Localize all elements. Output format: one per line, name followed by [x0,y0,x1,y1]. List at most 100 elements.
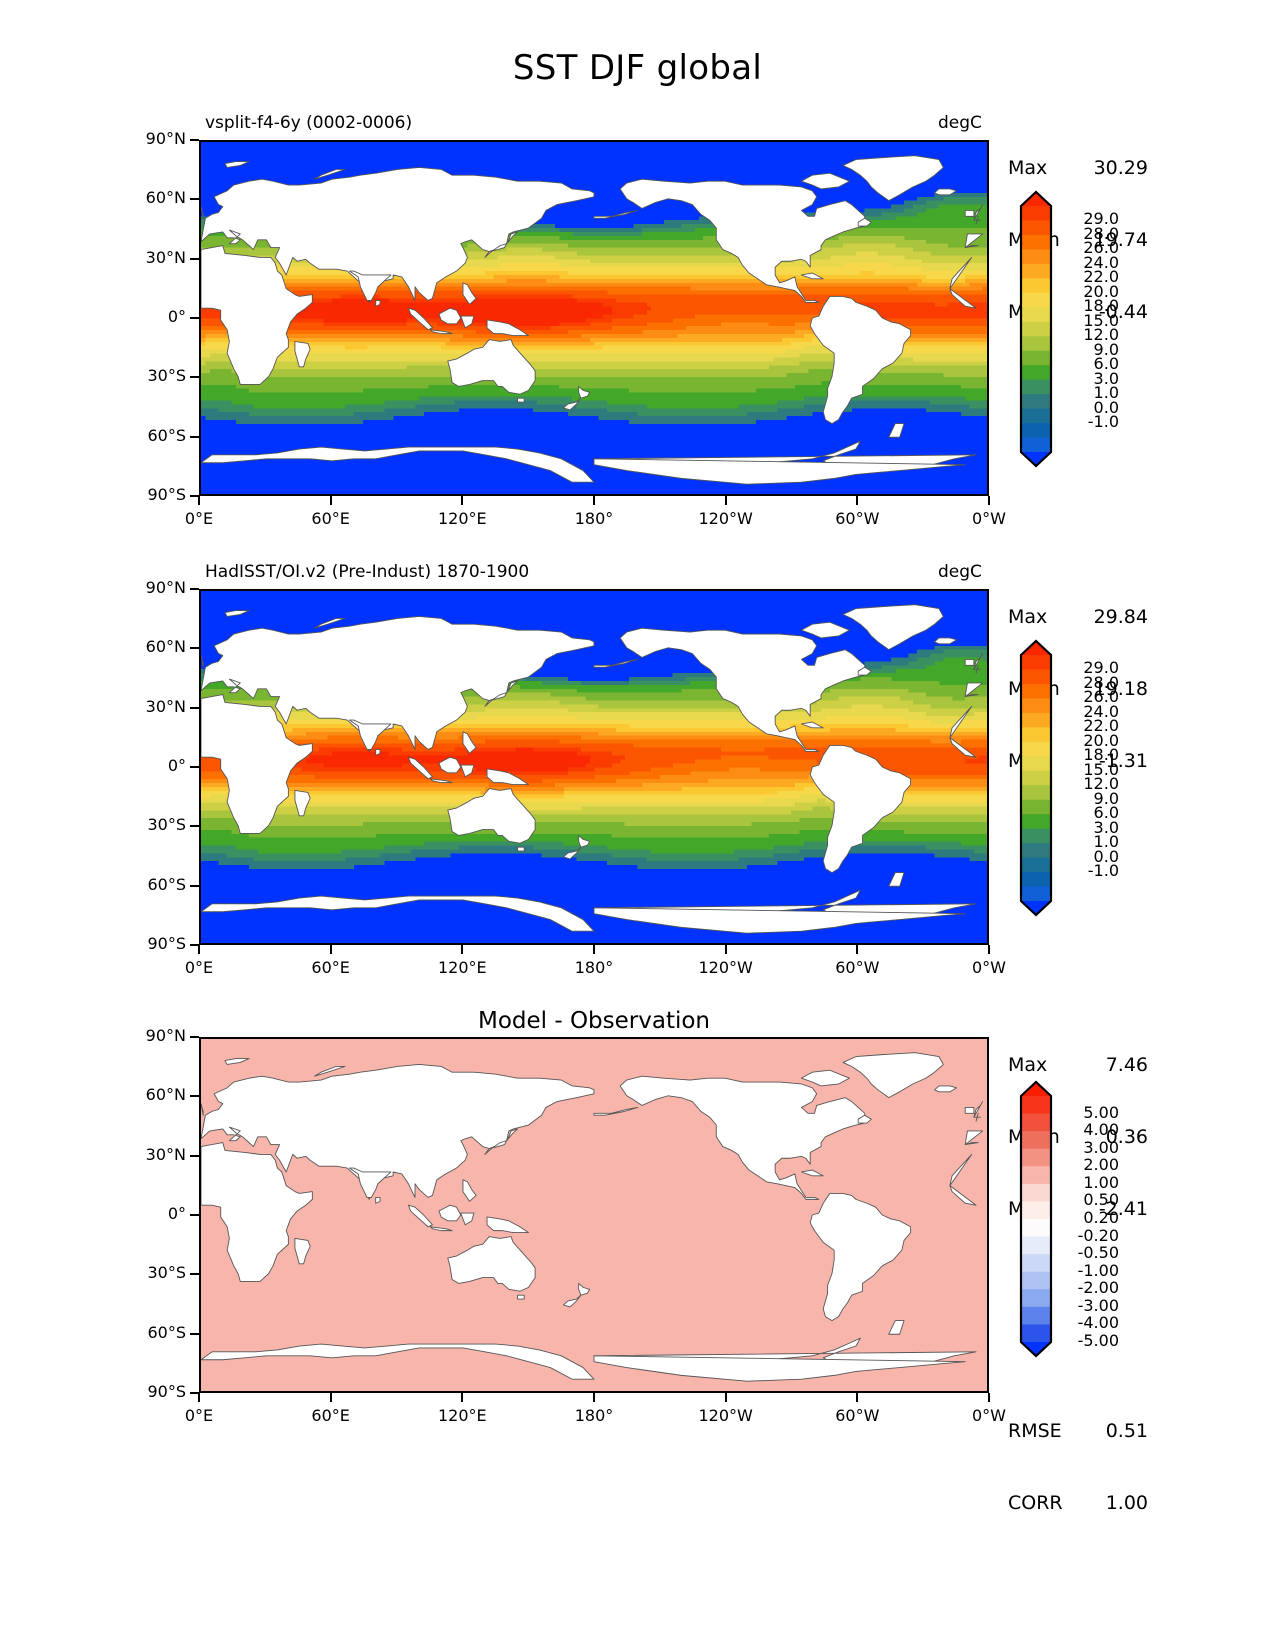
ytick-mark [190,1095,199,1098]
stat-label-max: Max [1008,606,1048,628]
panel-model-subtitle: vsplit-f4-6y (0002-0006) [205,113,413,133]
colorbar-sst-model[interactable] [1013,190,1059,468]
ytick-mark [190,257,199,260]
xtick-label: 180° [574,958,614,977]
stat-value-mean: 19.74 [1093,229,1148,251]
ytick-label: 90°N [145,129,186,148]
stat-label-corr: CORR [1008,1492,1063,1514]
colorbar-tick-label: -4.00 [1077,1313,1119,1333]
ytick-label: 60°N [145,1085,186,1105]
xtick-label: 60°E [311,958,350,977]
map-observation[interactable] [199,589,989,945]
xtick-label: 180° [574,1406,614,1425]
colorbar-tick-label: 0.20 [1083,1208,1119,1227]
xtick-mark [329,1393,332,1402]
xtick-label: 120°W [698,1406,753,1425]
colorbar-tick-label: 15.0 [1083,310,1119,330]
colorbar-sst-observation[interactable] [1013,639,1059,917]
xtick-mark [198,496,200,505]
map-model[interactable] [199,140,989,496]
colorbar-tick-label: 0.0 [1093,397,1119,417]
colorbar-tick-label: 4.00 [1083,1120,1119,1140]
colorbar-tick-label: 18.0 [1083,745,1119,765]
ytick-mark [190,198,199,201]
colorbar-tick-label: 9.0 [1093,339,1119,359]
map-observation-canvas [201,591,987,943]
ytick-mark [190,435,199,438]
ytick-label: 60°S [147,1322,186,1342]
panel-observation-subtitle: HadISST/OI.v2 (Pre-Indust) 1870-1900 [205,562,530,582]
colorbar-tick-label: 18.0 [1083,296,1119,316]
stat-label-rmse: RMSE [1008,1420,1062,1442]
xtick-mark [856,945,859,954]
xtick-label: 120°E [438,509,487,528]
colorbar-tick-label: -0.50 [1077,1243,1119,1263]
xtick-label: 0°W [972,509,1006,528]
xtick-mark [198,1393,200,1402]
ytick-label: 30°N [145,1144,186,1164]
panel-observation-units: degC [938,562,982,582]
stat-label-max: Max [1008,1054,1048,1076]
stat-value-min: -2.41 [1098,1198,1148,1220]
colorbar-tick-label: 22.0 [1083,267,1119,287]
xtick-mark [329,496,332,505]
colorbar-tick-label: 24.0 [1083,701,1119,721]
colorbar-sst-observation-swatch [1019,639,1053,917]
xtick-mark [724,496,727,505]
ytick-label: 60°N [145,188,186,208]
xtick-mark [329,945,332,954]
ytick-label: 30°N [145,247,186,267]
xtick-label: 60°W [835,1406,880,1425]
ytick-mark [190,647,199,650]
xtick-mark [988,945,990,954]
stat-value-mean: 0.36 [1105,1126,1148,1148]
stat-value-min: -1.31 [1098,750,1148,772]
colorbar-diff-swatch [1019,1080,1053,1358]
ytick-label: 90°S [147,485,186,504]
colorbar-tick-label: 15.0 [1083,759,1119,779]
ytick-mark [190,1214,199,1216]
xtick-label: 0°W [972,958,1006,977]
xtick-mark [724,1393,727,1402]
xtick-mark [461,1393,464,1402]
ytick-mark [190,706,199,709]
colorbar-tick-label: 0.50 [1083,1190,1119,1210]
ytick-label: 30°S [147,1263,186,1283]
colorbar-tick-label: 29.0 [1083,209,1119,229]
colorbar-tick-label: 3.0 [1093,368,1119,388]
colorbar-tick-label: -2.00 [1077,1278,1119,1298]
colorbar-tick-label: 12.0 [1083,774,1119,794]
panel-difference-title: Model - Observation [477,1008,711,1034]
colorbar-diff[interactable] [1013,1080,1059,1358]
stat-value-rmse: 0.51 [1105,1420,1148,1442]
colorbar-tick-label: 12.0 [1083,325,1119,345]
xtick-label: 0°E [184,1406,214,1425]
stat-value-max: 7.46 [1105,1054,1148,1076]
colorbar-tick-label: -0.20 [1077,1225,1119,1245]
ytick-label: 90°N [145,1026,186,1045]
ytick-mark [190,588,199,590]
panel-difference-footer-stats: RMSE 0.51 CORR 1.00 [1008,1371,1148,1563]
ytick-label: 30°S [147,366,186,386]
ytick-label: 30°N [145,696,186,716]
ytick-label: 90°N [145,578,186,597]
map-difference[interactable] [199,1037,989,1393]
ytick-mark [190,1332,199,1335]
ytick-mark [190,1036,199,1038]
colorbar-tick-label: -3.00 [1077,1295,1119,1315]
ytick-label: 90°S [147,934,186,953]
xtick-mark [856,496,859,505]
colorbar-tick-label: 3.0 [1093,817,1119,837]
ytick-mark [190,884,199,887]
colorbar-tick-label: -1.0 [1087,861,1119,881]
xtick-label: 60°E [311,1406,350,1425]
colorbar-tick-label: 1.0 [1093,832,1119,852]
xtick-label: 0°E [184,509,214,528]
panel-model-units: degC [938,113,982,133]
colorbar-tick-label: 0.0 [1093,846,1119,866]
xtick-mark [461,496,464,505]
ytick-label: 0° [167,1204,186,1223]
ytick-mark [190,1392,199,1394]
stat-value-max: 29.84 [1093,606,1148,628]
ytick-mark [190,944,199,946]
